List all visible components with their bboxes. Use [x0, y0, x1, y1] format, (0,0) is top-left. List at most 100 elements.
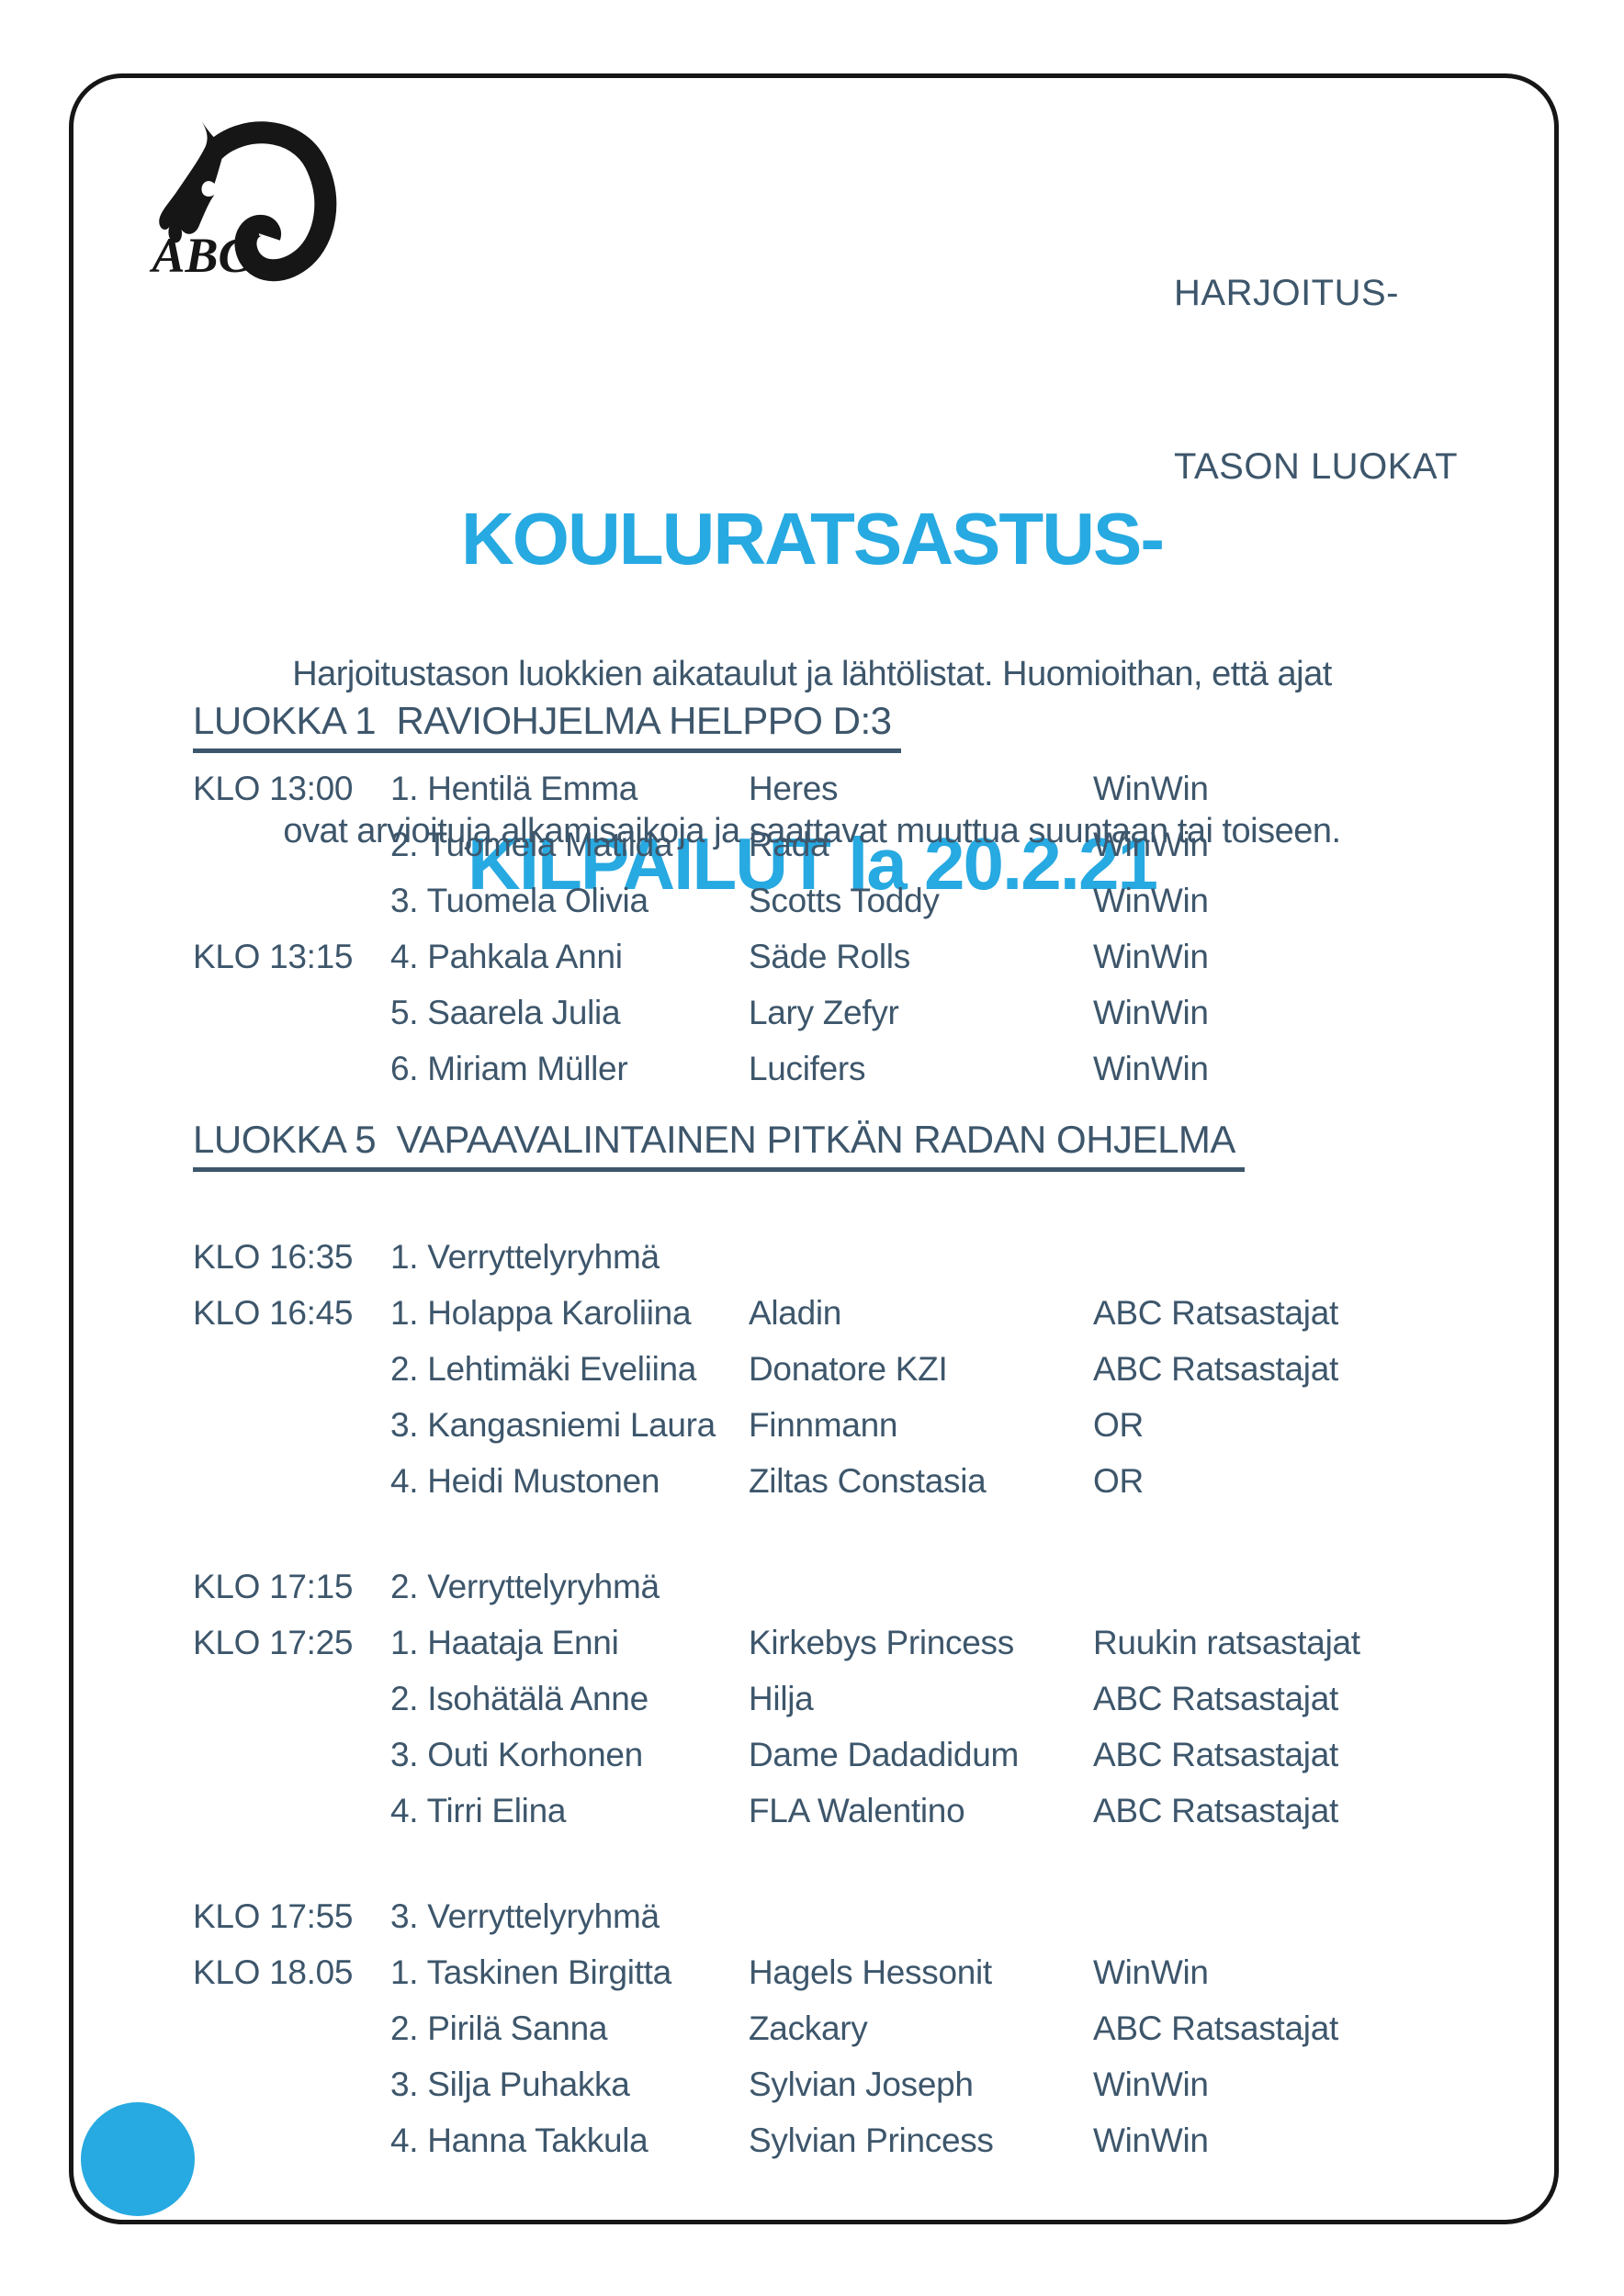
- schedule-row: 3. Outi Korhonen Dame Dadadidum ABC Ratsas…: [193, 1727, 1479, 1783]
- rider-cell: 1. Hentilä Emma: [390, 770, 637, 807]
- horse-cell: Lary Zefyr: [749, 994, 899, 1031]
- club-cell: [1093, 1559, 1479, 1615]
- horse-cell: Hilja: [749, 1680, 814, 1717]
- start-list: KLO 16:35 1. Verryttelyryhmä KLO 16:45 1. H…: [193, 1229, 1479, 2168]
- schedule-row: KLO 17:25 1. Haataja Enni Kirkebys Princes…: [193, 1615, 1479, 1671]
- section-luokka-5: LUOKKA 5 VAPAAVALINTAINEN PITKÄN RADAN O…: [193, 1117, 1479, 2168]
- club-cell: OR: [1093, 1462, 1144, 1500]
- horse-cell: Zackary: [749, 2009, 868, 2047]
- rider-cell: 3. Silja Puhakka: [390, 2065, 630, 2103]
- time-cell: [193, 1453, 390, 1509]
- club-cell: WinWin: [1093, 770, 1209, 807]
- corner-label-line1: HARJOITUS-: [1174, 273, 1399, 313]
- horse-cell: Ziltas Constasia: [749, 1462, 987, 1500]
- rider-cell: 4. Heidi Mustonen: [390, 1462, 660, 1500]
- club-cell: ABC Ratsastajat: [1093, 1736, 1338, 1773]
- horse-cell: Lucifers: [749, 1050, 866, 1087]
- club-logo: ABC: [145, 119, 343, 285]
- rider-cell: 2. Verryttelyryhmä: [390, 1568, 660, 1605]
- page-title-line2: KILPAILUT la 20.2.21: [468, 823, 1158, 905]
- intro-paragraph: Harjoitustason luokkien aikataulut ja lä…: [0, 544, 1624, 910]
- horse-cell: [749, 1229, 1093, 1285]
- schedule-row: 4. Hanna Takkula Sylvian Princess WinWin: [193, 2112, 1479, 2168]
- rider-cell: 1. Verryttelyryhmä: [390, 1238, 660, 1276]
- time-cell: [193, 1041, 390, 1097]
- rider-cell: 5. Saarela Julia: [390, 994, 621, 1031]
- rider-cell: 3. Outi Korhonen: [390, 1736, 643, 1773]
- club-cell: Ruukin ratsastajat: [1093, 1624, 1360, 1661]
- rider-cell: 3. Verryttelyryhmä: [390, 1897, 660, 1935]
- cyan-dot-decoration: [81, 2102, 195, 2216]
- time-cell: KLO 13:00: [193, 770, 354, 807]
- club-cell: WinWin: [1093, 994, 1209, 1031]
- horse-cell: FLA Walentino: [749, 1792, 965, 1829]
- time-cell: KLO 18.05: [193, 1953, 354, 1991]
- schedule-row: 6. Miriam Müller Lucifers WinWin: [193, 1041, 1479, 1097]
- club-cell: [1093, 1888, 1479, 1944]
- time-cell: [193, 1783, 390, 1839]
- rider-cell: 2. Lehtimäki Eveliina: [390, 1350, 697, 1388]
- schedule: LUOKKA 1 RAVIOHJELMA HELPPO D:3 KLO 13:0…: [193, 698, 1479, 2168]
- horse-cell: Hagels Hessonit: [749, 1953, 992, 1991]
- intro-line2: ovat arvioituja alkamisaikoja ja saattav…: [283, 812, 1341, 850]
- schedule-row: KLO 18.05 1. Taskinen Birgitta Hagels Hess…: [193, 1944, 1479, 2000]
- horse-cell: Rada: [749, 826, 829, 863]
- horse-cell: Kirkebys Princess: [749, 1624, 1014, 1661]
- time-cell: [193, 1341, 390, 1397]
- corner-label: HARJOITUS- TASON LUOKAT: [1174, 149, 1477, 554]
- time-cell: KLO 13:15: [193, 938, 354, 975]
- time-cell: [193, 1671, 390, 1727]
- schedule-row: KLO 17:15 2. Verryttelyryhmä: [193, 1559, 1479, 1615]
- time-cell: [193, 2112, 390, 2168]
- schedule-row: 5. Saarela Julia Lary Zefyr WinWin: [193, 985, 1479, 1041]
- time-cell: KLO 17:15: [193, 1568, 354, 1605]
- time-cell: KLO 16:45: [193, 1294, 354, 1332]
- section-heading: LUOKKA 5 VAPAAVALINTAINEN PITKÄN RADAN O…: [193, 1117, 1245, 1172]
- horse-cell: [749, 1888, 1093, 1944]
- horse-cell: Aladin: [749, 1294, 842, 1332]
- logo-text: ABC: [150, 228, 253, 283]
- rider-cell: 6. Miriam Müller: [390, 1050, 628, 1087]
- club-cell: ABC Ratsastajat: [1093, 1680, 1338, 1717]
- club-cell: WinWin: [1093, 2122, 1209, 2159]
- horse-cell: Heres: [749, 770, 839, 807]
- time-cell: [193, 816, 390, 872]
- horse-cell: Donatore KZI: [749, 1350, 948, 1388]
- horse-cell: Sylvian Joseph: [749, 2065, 974, 2103]
- rider-cell: 3. Tuomela Olivia: [390, 882, 648, 919]
- club-cell: WinWin: [1093, 882, 1209, 919]
- time-cell: KLO 17:55: [193, 1897, 354, 1935]
- rider-cell: 2. Tuomela Matilda: [390, 826, 673, 863]
- time-cell: [193, 985, 390, 1041]
- section-heading: LUOKKA 1 RAVIOHJELMA HELPPO D:3: [193, 698, 901, 753]
- start-list: KLO 13:00 1. Hentilä Emma Heres WinWin 2. Tu…: [193, 760, 1479, 1097]
- horse-head-icon: ABC: [150, 121, 337, 283]
- rider-cell: 1. Haataja Enni: [390, 1624, 619, 1661]
- schedule-row: KLO 13:00 1. Hentilä Emma Heres WinWin: [193, 760, 1479, 816]
- rider-cell: 4. Hanna Takkula: [390, 2122, 648, 2159]
- schedule-row: 2. Isohätälä Anne Hilja ABC Ratsastajat: [193, 1671, 1479, 1727]
- schedule-row: 3. Silja Puhakka Sylvian Joseph WinWin: [193, 2056, 1479, 2112]
- time-cell: KLO 17:25: [193, 1624, 354, 1661]
- page-title: KOULURATSASTUS- KILPAILUT la 20.2.21: [0, 268, 1624, 1027]
- rider-cell: 4. Tirri Elina: [390, 1792, 567, 1829]
- club-cell: ABC Ratsastajat: [1093, 2009, 1338, 2047]
- time-cell: [193, 2000, 390, 2056]
- rider-cell: 3. Kangasniemi Laura: [390, 1406, 716, 1444]
- rider-cell: 4. Pahkala Anni: [390, 938, 623, 975]
- horse-cell: Dame Dadadidum: [749, 1736, 1020, 1773]
- schedule-row: 4. Heidi Mustonen Ziltas Constasia OR: [193, 1453, 1479, 1509]
- time-cell: [193, 2056, 390, 2112]
- rider-cell: 2. Pirilä Sanna: [390, 2009, 608, 2047]
- time-cell: [193, 872, 390, 929]
- section-luokka-1: LUOKKA 1 RAVIOHJELMA HELPPO D:3 KLO 13:0…: [193, 698, 1479, 1097]
- schedule-row: 3. Tuomela Olivia Scotts Toddy WinWin: [193, 872, 1479, 929]
- schedule-row: KLO 16:45 1. Holappa Karoliina Aladin ABC R…: [193, 1285, 1479, 1341]
- club-cell: [1093, 1229, 1479, 1285]
- time-cell: KLO 16:35: [193, 1238, 354, 1276]
- time-cell: [193, 1397, 390, 1453]
- horse-cell: Finnmann: [749, 1406, 898, 1444]
- page-border-frame: [69, 73, 1559, 2224]
- schedule-row: 2. Lehtimäki Eveliina Donatore KZI ABC Rat…: [193, 1341, 1479, 1397]
- club-cell: OR: [1093, 1406, 1144, 1444]
